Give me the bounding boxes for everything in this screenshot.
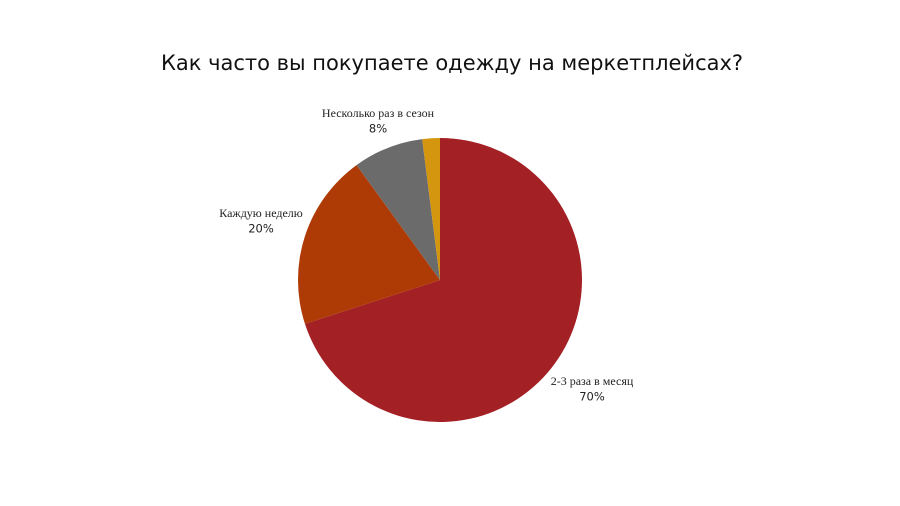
chart-title: Как часто вы покупаете одежду на меркетп…: [161, 51, 743, 75]
pie-slice: [298, 165, 440, 324]
pie-slice: [356, 139, 440, 280]
slice-label: 2-3 раза в месяц: [551, 374, 634, 388]
slice-label: Несколько раз в сезон: [322, 106, 435, 120]
slice-value: 70%: [579, 390, 605, 404]
slice-value: 20%: [248, 222, 274, 236]
slice-value: 8%: [369, 122, 387, 136]
slice-label: Каждую неделю: [219, 206, 303, 220]
pie-slice: [304, 138, 582, 423]
pie-slice: [422, 138, 440, 280]
